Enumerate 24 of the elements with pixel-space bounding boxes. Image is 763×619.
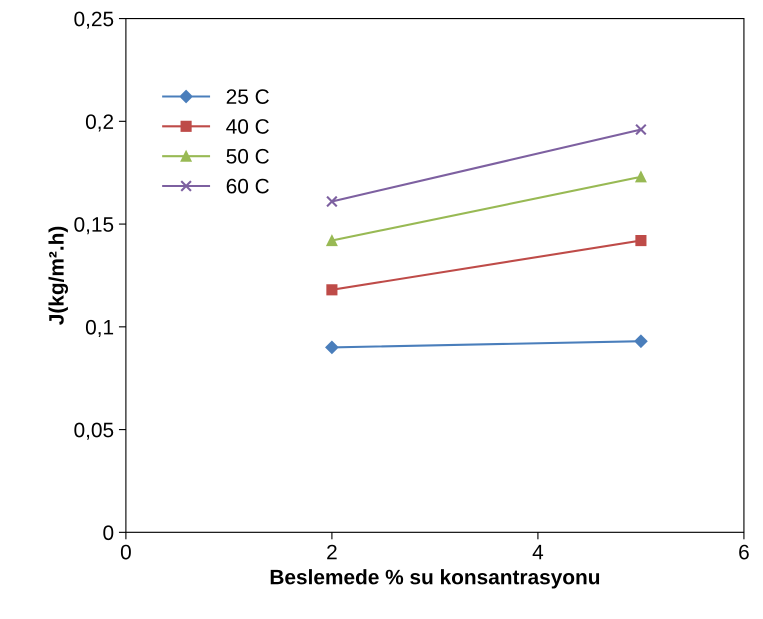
point bbox=[635, 234, 646, 246]
y-tick-label: 0,25 bbox=[74, 12, 114, 29]
point bbox=[326, 284, 338, 296]
x-tick-label: 4 bbox=[532, 544, 544, 560]
legend-label: 60 C bbox=[226, 178, 269, 194]
y-tick-label: 0 bbox=[103, 525, 114, 540]
y-tick-label: 0,1 bbox=[86, 320, 114, 338]
x-tick-label: 6 bbox=[739, 544, 749, 560]
legend-label: 40 C bbox=[226, 119, 269, 134]
point bbox=[634, 334, 648, 348]
x-tick-label: 2 bbox=[327, 544, 337, 560]
y-tick-label: 0,15 bbox=[74, 217, 114, 234]
point bbox=[326, 234, 338, 246]
x-tick-label: 0 bbox=[120, 544, 131, 560]
x-axis-title: Beslemede % su konsantrasyonu bbox=[270, 569, 600, 589]
point bbox=[326, 196, 338, 208]
y-axis-title: J(kg/m².h) bbox=[48, 226, 68, 325]
point bbox=[635, 171, 646, 182]
y-tick-label: 0,05 bbox=[74, 422, 114, 440]
legend-label: 50 C bbox=[226, 148, 269, 164]
legend-label: 25 C bbox=[226, 89, 269, 104]
point bbox=[325, 340, 338, 354]
y-tick-label: 0,2 bbox=[86, 114, 114, 132]
point bbox=[635, 124, 647, 136]
